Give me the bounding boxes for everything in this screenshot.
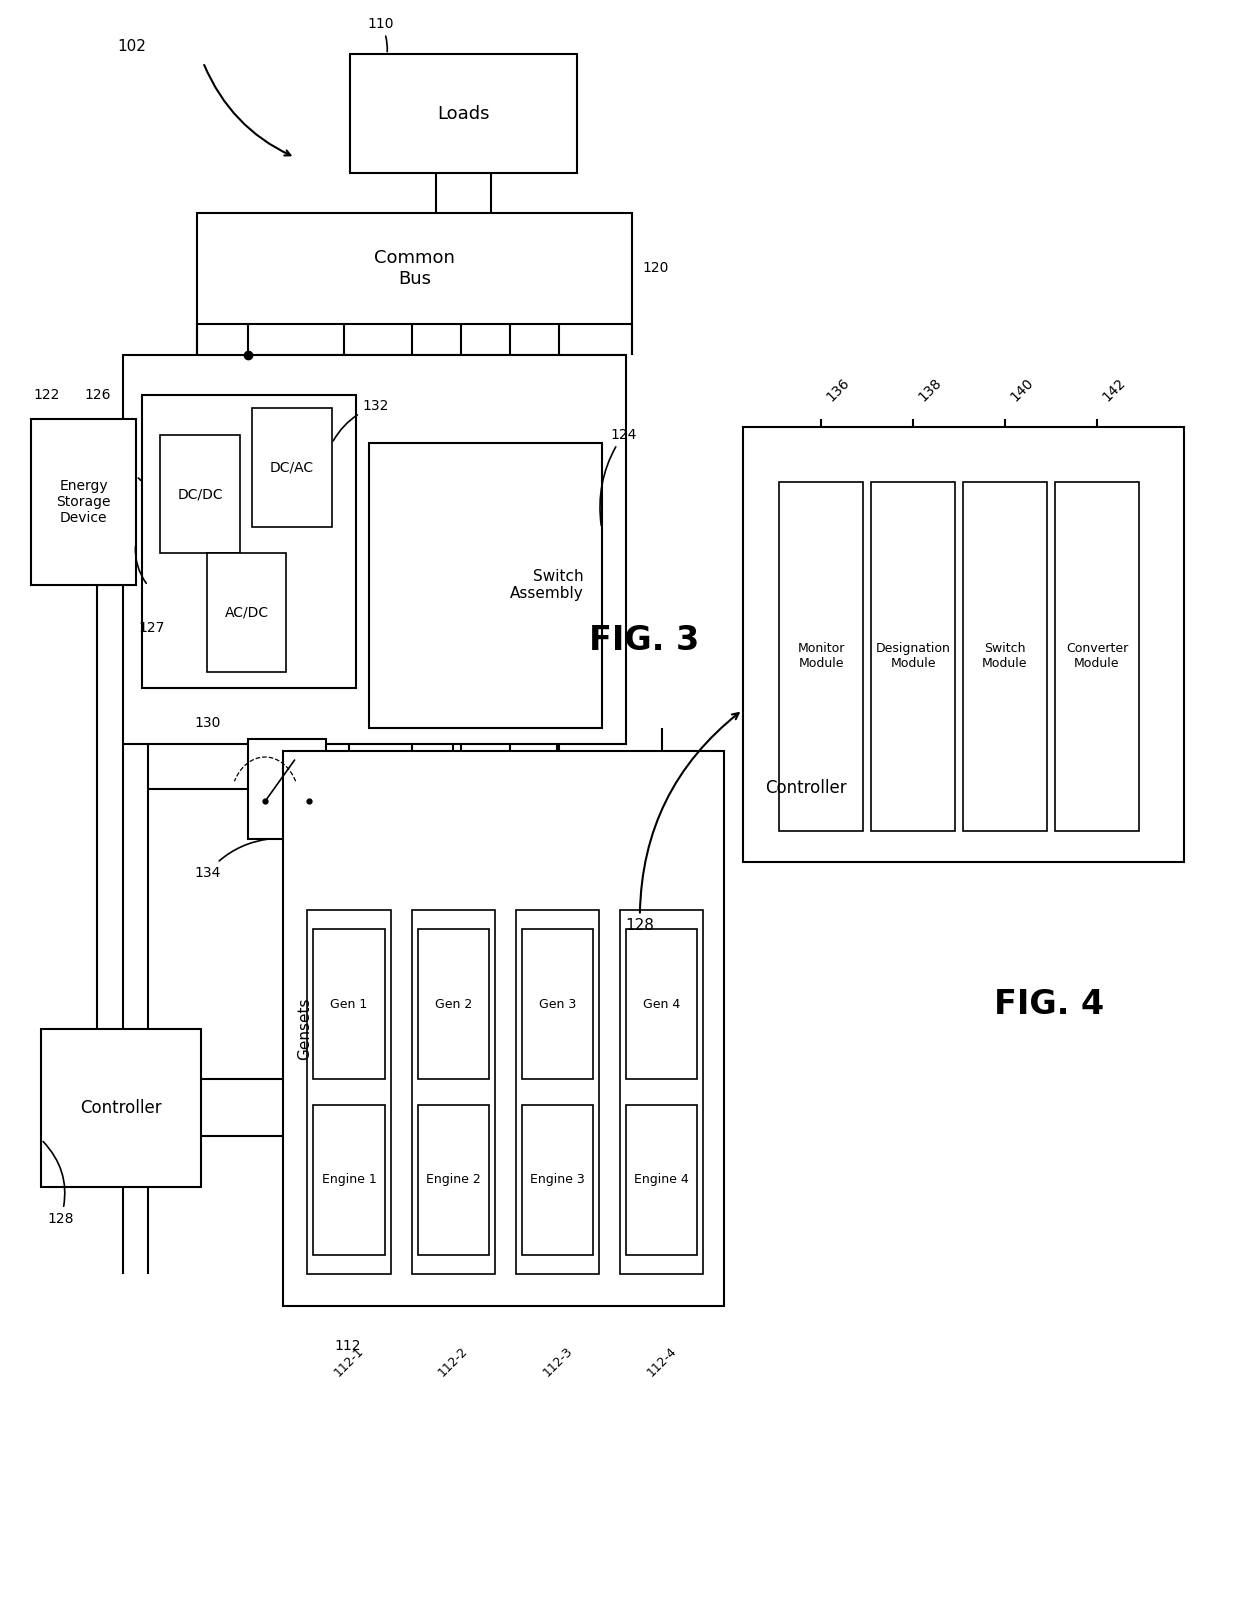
FancyBboxPatch shape <box>314 928 384 1079</box>
FancyBboxPatch shape <box>41 1029 201 1187</box>
Text: FIG. 4: FIG. 4 <box>994 989 1104 1021</box>
FancyBboxPatch shape <box>626 1104 697 1254</box>
Text: Engine 3: Engine 3 <box>529 1173 585 1186</box>
Text: Gen 4: Gen 4 <box>644 997 681 1010</box>
Text: 102: 102 <box>118 38 146 54</box>
Text: Engine 2: Engine 2 <box>425 1173 481 1186</box>
Text: DC/AC: DC/AC <box>270 460 314 475</box>
FancyBboxPatch shape <box>248 738 326 839</box>
FancyBboxPatch shape <box>368 443 601 727</box>
FancyBboxPatch shape <box>160 435 239 553</box>
Text: Gensets: Gensets <box>298 997 312 1059</box>
Text: 124: 124 <box>600 428 636 526</box>
Text: 112-4: 112-4 <box>645 1344 680 1379</box>
FancyBboxPatch shape <box>522 928 593 1079</box>
FancyBboxPatch shape <box>314 1104 384 1254</box>
Text: DC/DC: DC/DC <box>177 487 223 502</box>
Text: Switch
Module: Switch Module <box>982 642 1028 671</box>
Text: AC/DC: AC/DC <box>224 606 269 620</box>
FancyBboxPatch shape <box>872 483 955 831</box>
Text: Converter
Module: Converter Module <box>1066 642 1128 671</box>
FancyBboxPatch shape <box>31 419 135 585</box>
Text: Gen 3: Gen 3 <box>539 997 577 1010</box>
Text: Gen 2: Gen 2 <box>435 997 472 1010</box>
Text: 126: 126 <box>84 388 110 403</box>
Text: Energy
Storage
Device: Energy Storage Device <box>56 479 110 526</box>
FancyBboxPatch shape <box>626 928 697 1079</box>
Text: 140: 140 <box>1007 376 1035 404</box>
FancyBboxPatch shape <box>308 909 391 1274</box>
Text: Gen 1: Gen 1 <box>330 997 367 1010</box>
FancyBboxPatch shape <box>350 54 577 173</box>
FancyBboxPatch shape <box>743 427 1184 863</box>
Text: 110: 110 <box>367 16 394 51</box>
FancyBboxPatch shape <box>418 928 489 1079</box>
FancyBboxPatch shape <box>412 909 495 1274</box>
FancyBboxPatch shape <box>780 483 863 831</box>
Text: 112: 112 <box>335 1339 361 1352</box>
FancyBboxPatch shape <box>197 213 632 324</box>
Text: 132: 132 <box>334 400 389 441</box>
Text: 127: 127 <box>138 622 165 634</box>
Text: 122: 122 <box>33 388 61 403</box>
FancyBboxPatch shape <box>516 909 599 1274</box>
Text: Engine 1: Engine 1 <box>321 1173 377 1186</box>
Text: FIG. 3: FIG. 3 <box>589 625 699 657</box>
FancyBboxPatch shape <box>252 407 332 526</box>
FancyBboxPatch shape <box>141 395 356 689</box>
FancyBboxPatch shape <box>418 1104 489 1254</box>
FancyBboxPatch shape <box>124 355 626 743</box>
Text: 136: 136 <box>823 376 852 404</box>
FancyBboxPatch shape <box>283 751 724 1306</box>
Text: 112-1: 112-1 <box>332 1344 366 1379</box>
Text: 128: 128 <box>43 1141 74 1226</box>
FancyBboxPatch shape <box>207 553 286 673</box>
Text: Common
Bus: Common Bus <box>374 249 455 288</box>
Text: 112-2: 112-2 <box>436 1344 470 1379</box>
Text: 130: 130 <box>195 716 221 730</box>
Text: 112-3: 112-3 <box>541 1344 575 1379</box>
Text: Monitor
Module: Monitor Module <box>797 642 844 671</box>
Text: 120: 120 <box>642 262 668 275</box>
Text: Designation
Module: Designation Module <box>875 642 951 671</box>
Text: Loads: Loads <box>438 105 490 123</box>
Text: 142: 142 <box>1100 376 1128 404</box>
Text: Controller: Controller <box>765 778 847 797</box>
FancyBboxPatch shape <box>522 1104 593 1254</box>
Text: 134: 134 <box>195 839 269 879</box>
Text: 128: 128 <box>625 713 739 933</box>
Text: Switch
Assembly: Switch Assembly <box>510 569 583 601</box>
Text: 138: 138 <box>915 376 944 404</box>
FancyBboxPatch shape <box>1055 483 1138 831</box>
FancyBboxPatch shape <box>963 483 1047 831</box>
FancyBboxPatch shape <box>620 909 703 1274</box>
Text: Engine 4: Engine 4 <box>635 1173 689 1186</box>
Text: Controller: Controller <box>81 1099 161 1117</box>
